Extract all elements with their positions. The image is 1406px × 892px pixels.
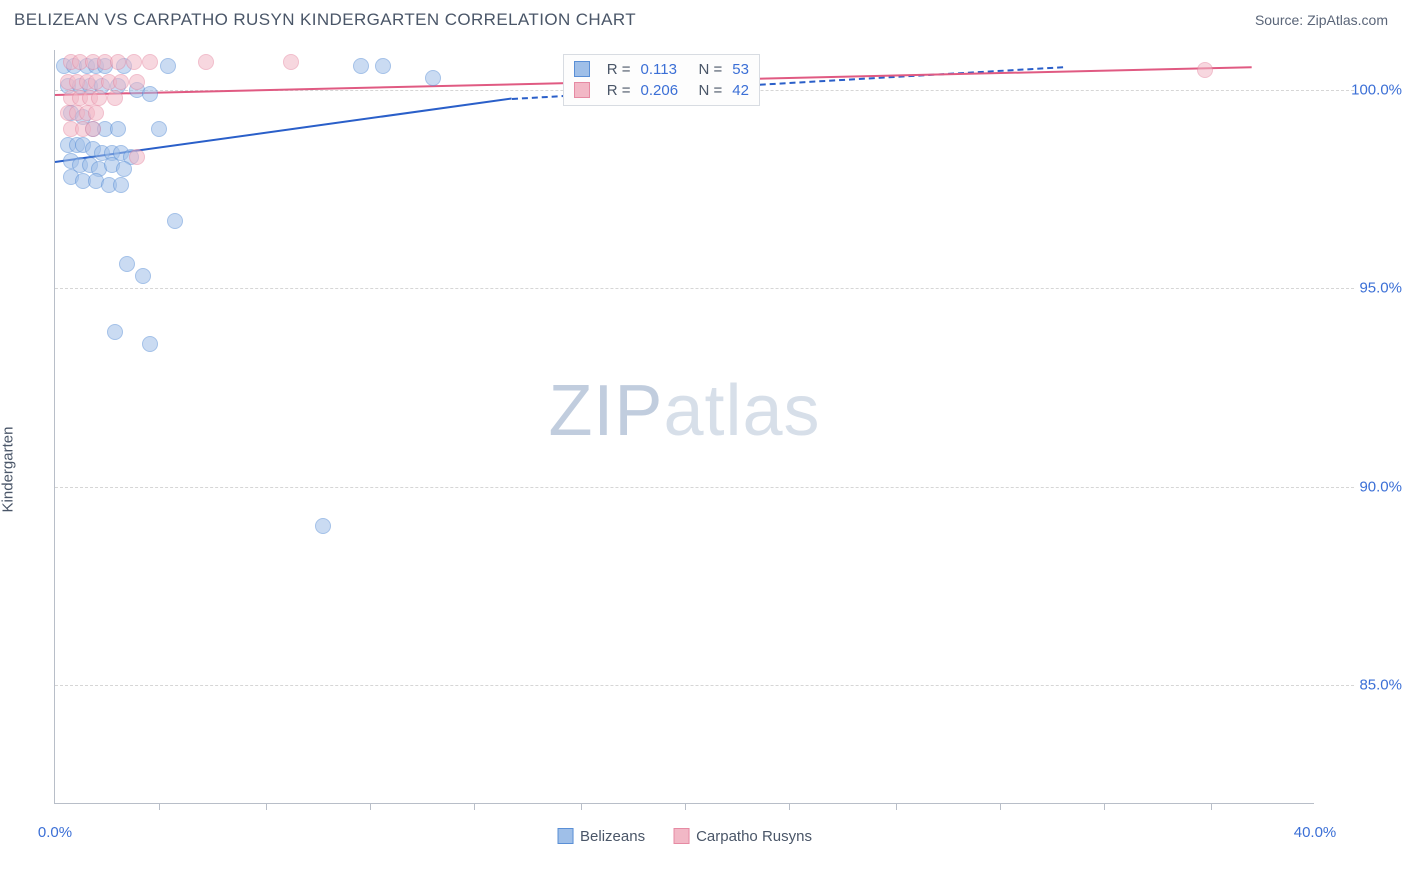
data-point [119, 256, 135, 272]
legend-item: Belizeans [557, 828, 645, 845]
legend-swatch [574, 61, 590, 77]
data-point [1197, 62, 1213, 78]
y-tick-label: 90.0% [1359, 478, 1402, 495]
data-point [113, 177, 129, 193]
plot-area: ZIPatlas 100.0%95.0%90.0%85.0%0.0%40.0%R… [54, 50, 1314, 804]
data-point [110, 121, 126, 137]
x-tick [685, 803, 686, 810]
x-tick [266, 803, 267, 810]
legend-item: Carpatho Rusyns [673, 828, 812, 845]
data-point [315, 518, 331, 534]
x-tick [370, 803, 371, 810]
data-point [353, 58, 369, 74]
x-tick [1104, 803, 1105, 810]
source-label: Source: ZipAtlas.com [1255, 12, 1388, 28]
data-point [160, 58, 176, 74]
data-point [283, 54, 299, 70]
x-tick [581, 803, 582, 810]
data-point [142, 336, 158, 352]
data-point [135, 268, 151, 284]
x-tick [1211, 803, 1212, 810]
data-point [375, 58, 391, 74]
y-tick-label: 85.0% [1359, 676, 1402, 693]
data-point [88, 105, 104, 121]
chart-container: Kindergarten ZIPatlas 100.0%95.0%90.0%85… [0, 36, 1406, 886]
x-tick [159, 803, 160, 810]
legend-label: Carpatho Rusyns [696, 828, 812, 845]
x-tick [896, 803, 897, 810]
x-tick [1000, 803, 1001, 810]
x-tick [789, 803, 790, 810]
data-point [129, 149, 145, 165]
data-point [113, 74, 129, 90]
gridline [55, 685, 1354, 686]
data-point [110, 54, 126, 70]
data-point [116, 161, 132, 177]
stats-legend: R =0.113N =53R =0.206N =42 [563, 54, 760, 106]
legend: Belizeans Carpatho Rusyns [557, 828, 812, 845]
y-axis-title: Kindergarten [0, 427, 17, 513]
data-point [167, 213, 183, 229]
data-point [126, 54, 142, 70]
data-point [142, 86, 158, 102]
data-point [91, 90, 107, 106]
data-point [129, 74, 145, 90]
y-tick-label: 100.0% [1351, 81, 1402, 98]
legend-swatch [557, 828, 573, 844]
x-tick-label: 40.0% [1294, 824, 1337, 841]
data-point [425, 70, 441, 86]
data-point [85, 121, 101, 137]
data-point [198, 54, 214, 70]
chart-title: BELIZEAN VS CARPATHO RUSYN KINDERGARTEN … [14, 10, 636, 30]
legend-swatch [673, 828, 689, 844]
legend-swatch [574, 82, 590, 98]
gridline [55, 487, 1354, 488]
watermark: ZIPatlas [548, 370, 820, 452]
data-point [142, 54, 158, 70]
data-point [107, 324, 123, 340]
x-tick [474, 803, 475, 810]
legend-label: Belizeans [580, 828, 645, 845]
data-point [151, 121, 167, 137]
gridline [55, 288, 1354, 289]
x-tick-label: 0.0% [38, 824, 72, 841]
data-point [107, 90, 123, 106]
y-tick-label: 95.0% [1359, 280, 1402, 297]
